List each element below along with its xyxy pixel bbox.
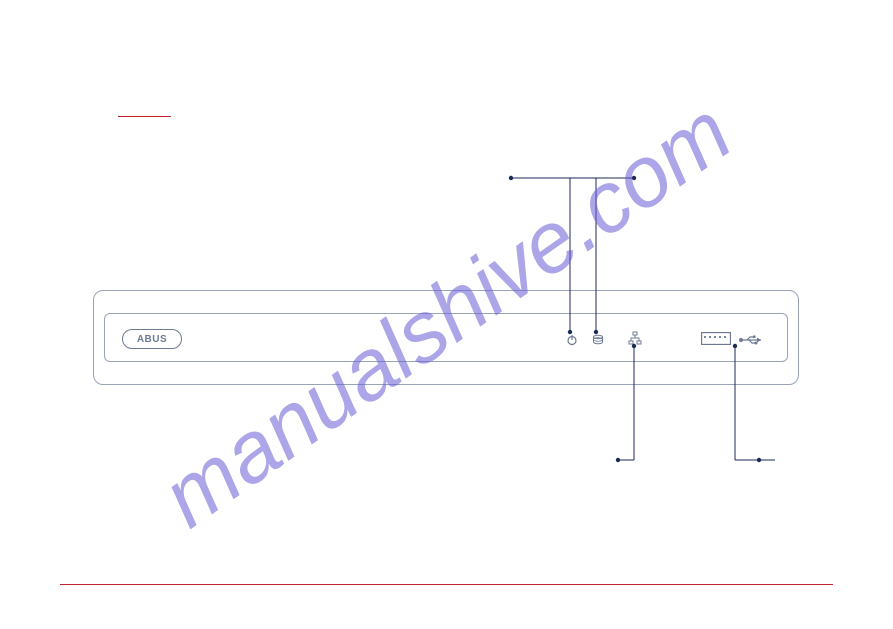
footer-divider bbox=[60, 584, 833, 585]
brand-logo: ABUS bbox=[122, 329, 182, 349]
usb-symbol-icon bbox=[738, 333, 764, 351]
hdd-icon bbox=[592, 333, 604, 351]
device-inner-frame bbox=[104, 313, 788, 362]
device-front-panel: ABUS bbox=[93, 290, 799, 385]
power-icon bbox=[566, 333, 578, 351]
network-icon bbox=[628, 331, 642, 350]
page: ABUS bbox=[0, 0, 893, 629]
section-underline bbox=[118, 116, 171, 117]
usb-port bbox=[701, 332, 731, 350]
brand-logo-text: ABUS bbox=[137, 334, 167, 345]
